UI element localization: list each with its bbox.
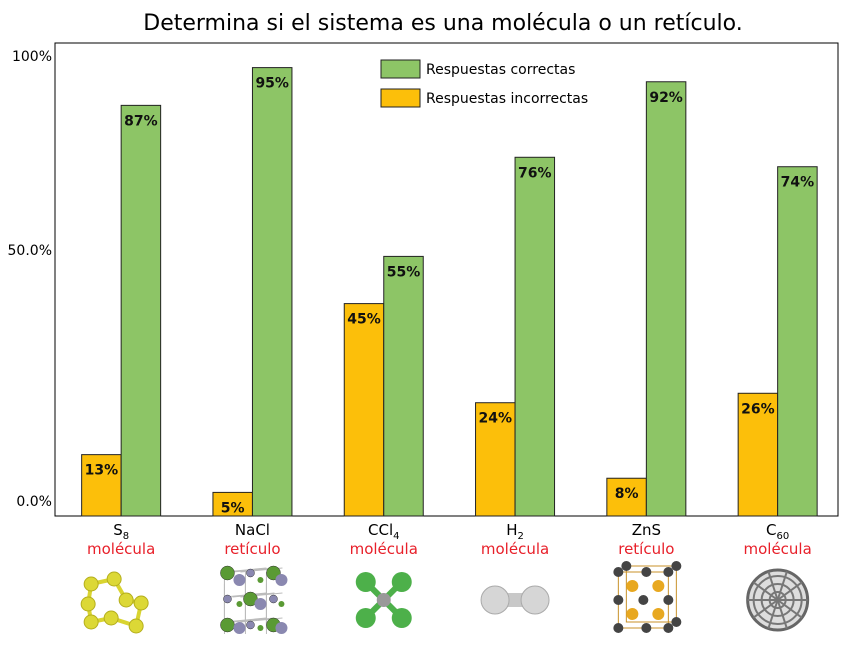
c60-model-image xyxy=(746,568,810,632)
formula: H xyxy=(506,521,517,539)
classification-label: molécula xyxy=(87,540,155,558)
y-tick-label: 100% xyxy=(12,49,52,65)
data-label: 74% xyxy=(781,175,815,191)
y-tick-label: 0.0% xyxy=(16,494,52,510)
data-label: 5% xyxy=(221,500,245,516)
classification-label: retículo xyxy=(618,540,674,558)
bar-incorrect xyxy=(475,402,516,517)
formula: C xyxy=(766,521,776,539)
bar-correct xyxy=(120,104,162,517)
x-category-label: NaCl xyxy=(235,521,270,539)
x-category-label: S8 xyxy=(113,521,129,542)
data-label: 13% xyxy=(85,463,119,479)
data-label: 26% xyxy=(741,401,775,417)
data-label: 8% xyxy=(615,486,639,502)
s8-model-image xyxy=(80,571,149,634)
formula-subscript: 4 xyxy=(393,531,399,542)
data-label: 45% xyxy=(347,312,381,328)
classification-label: molécula xyxy=(350,540,418,558)
formula: CCl xyxy=(368,521,393,539)
bar-incorrect xyxy=(737,392,779,517)
ccl4-model-image xyxy=(355,572,412,628)
data-label: 95% xyxy=(255,76,289,92)
x-category-label: C60 xyxy=(766,521,789,542)
formula-subscript: 8 xyxy=(123,531,129,542)
data-label: 76% xyxy=(518,165,552,181)
formula: NaCl xyxy=(235,521,270,539)
data-label: 87% xyxy=(124,113,158,129)
nacl-model-image xyxy=(220,565,288,634)
chart-title: Determina si el sistema es una molécula … xyxy=(143,11,742,36)
h2-model-image xyxy=(480,585,550,615)
formula-subscript: 2 xyxy=(518,531,524,542)
y-tick-label: 50.0% xyxy=(8,243,52,259)
classification-label: molécula xyxy=(481,540,549,558)
bar-incorrect xyxy=(606,477,647,517)
formula: S xyxy=(113,521,123,539)
bar-incorrect xyxy=(343,303,385,517)
classification-label: molécula xyxy=(743,540,811,558)
legend-label: Respuestas correctas xyxy=(426,62,575,78)
zns-model-image xyxy=(613,561,682,633)
plot-frame xyxy=(54,42,839,517)
legend-swatch xyxy=(380,59,421,79)
x-category-label: ZnS xyxy=(632,521,661,539)
data-label: 92% xyxy=(649,90,683,106)
classification-label: retículo xyxy=(224,540,280,558)
bar-correct xyxy=(514,156,556,517)
bar-incorrect xyxy=(81,454,122,517)
x-category-label: H2 xyxy=(506,521,524,542)
bar-correct xyxy=(777,166,818,517)
bar-correct xyxy=(383,255,424,517)
legend-swatch xyxy=(380,88,421,108)
data-label: 24% xyxy=(479,411,513,427)
bar-correct xyxy=(251,67,293,517)
formula: ZnS xyxy=(632,521,661,539)
x-category-label: CCl4 xyxy=(368,521,400,542)
bar-correct xyxy=(645,81,687,517)
legend-label: Respuestas incorrectas xyxy=(426,91,588,107)
data-label: 55% xyxy=(387,264,421,280)
formula-subscript: 60 xyxy=(777,531,790,542)
